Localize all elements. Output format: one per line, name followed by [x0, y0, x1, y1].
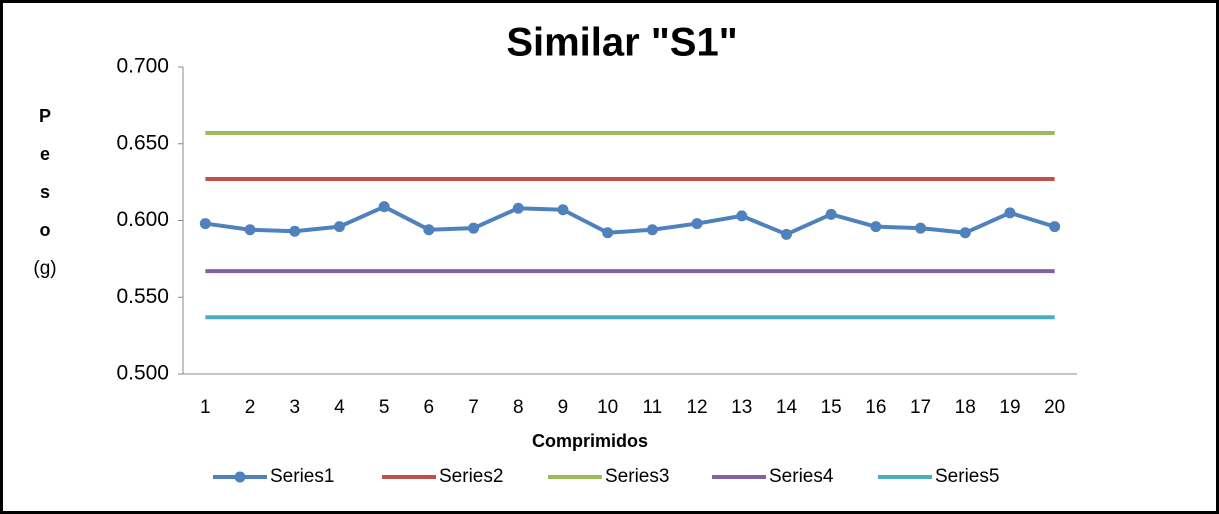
x-tick-label: 8 [513, 397, 524, 418]
y-tick-label: 0.600 [116, 208, 169, 231]
series-marker [1049, 221, 1061, 233]
series-marker [959, 227, 971, 239]
x-tick-label: 4 [334, 397, 345, 418]
x-tick-label: 3 [289, 397, 300, 418]
x-tick-label: 9 [558, 397, 569, 418]
x-tick-label: 10 [597, 397, 618, 418]
x-tick-label: 5 [379, 397, 390, 418]
x-tick-label: 14 [776, 397, 798, 418]
series-marker [289, 225, 301, 237]
legend-label: Series5 [935, 466, 999, 487]
series-marker [199, 218, 211, 230]
chart-title: Similar "S1" [506, 21, 737, 65]
x-tick-label: 19 [999, 397, 1020, 418]
legend-label: Series1 [270, 466, 334, 487]
y-tick-label: 0.700 [116, 55, 169, 78]
series-marker [870, 221, 882, 233]
legend-label: Series4 [769, 466, 834, 487]
x-tick-label: 1 [200, 397, 211, 418]
y-axis-label: e [40, 144, 50, 164]
y-axis-label: s [40, 182, 50, 202]
x-tick-label: 15 [821, 397, 842, 418]
x-axis-label: Comprimidos [532, 431, 648, 451]
series-line [205, 204, 1056, 237]
series-marker [1004, 207, 1016, 219]
series-marker [825, 208, 837, 220]
x-tick-label: 18 [955, 397, 976, 418]
y-tick-label: 0.500 [116, 362, 169, 385]
y-axis-label: P [39, 106, 51, 126]
series-marker [691, 218, 703, 230]
x-tick-label: 16 [865, 397, 886, 418]
legend-marker [234, 471, 246, 483]
y-tick-label: 0.550 [116, 285, 169, 308]
x-tick-label: 2 [245, 397, 256, 418]
series-marker [780, 228, 792, 240]
x-tick-label: 17 [910, 397, 931, 418]
x-tick-label: 12 [686, 397, 707, 418]
y-axis-label: (g) [33, 258, 56, 279]
series-marker [468, 222, 480, 234]
series-marker [602, 227, 614, 239]
x-tick-label: 20 [1044, 397, 1065, 418]
x-tick-label: 7 [468, 397, 479, 418]
series-marker [423, 224, 435, 236]
series-marker [736, 210, 748, 222]
legend-label: Series3 [605, 466, 669, 487]
series-marker [244, 224, 256, 236]
x-tick-label: 6 [424, 397, 435, 418]
y-axis-label: o [40, 220, 51, 240]
x-tick-label: 13 [731, 397, 752, 418]
series-marker [378, 201, 390, 213]
legend-label: Series2 [439, 466, 503, 487]
series-marker [646, 224, 658, 236]
y-tick-label: 0.650 [116, 131, 169, 154]
series-marker [915, 222, 927, 234]
x-tick-label: 11 [642, 397, 662, 418]
series-marker [557, 204, 569, 216]
series-marker [512, 202, 524, 214]
series-marker [333, 221, 345, 233]
